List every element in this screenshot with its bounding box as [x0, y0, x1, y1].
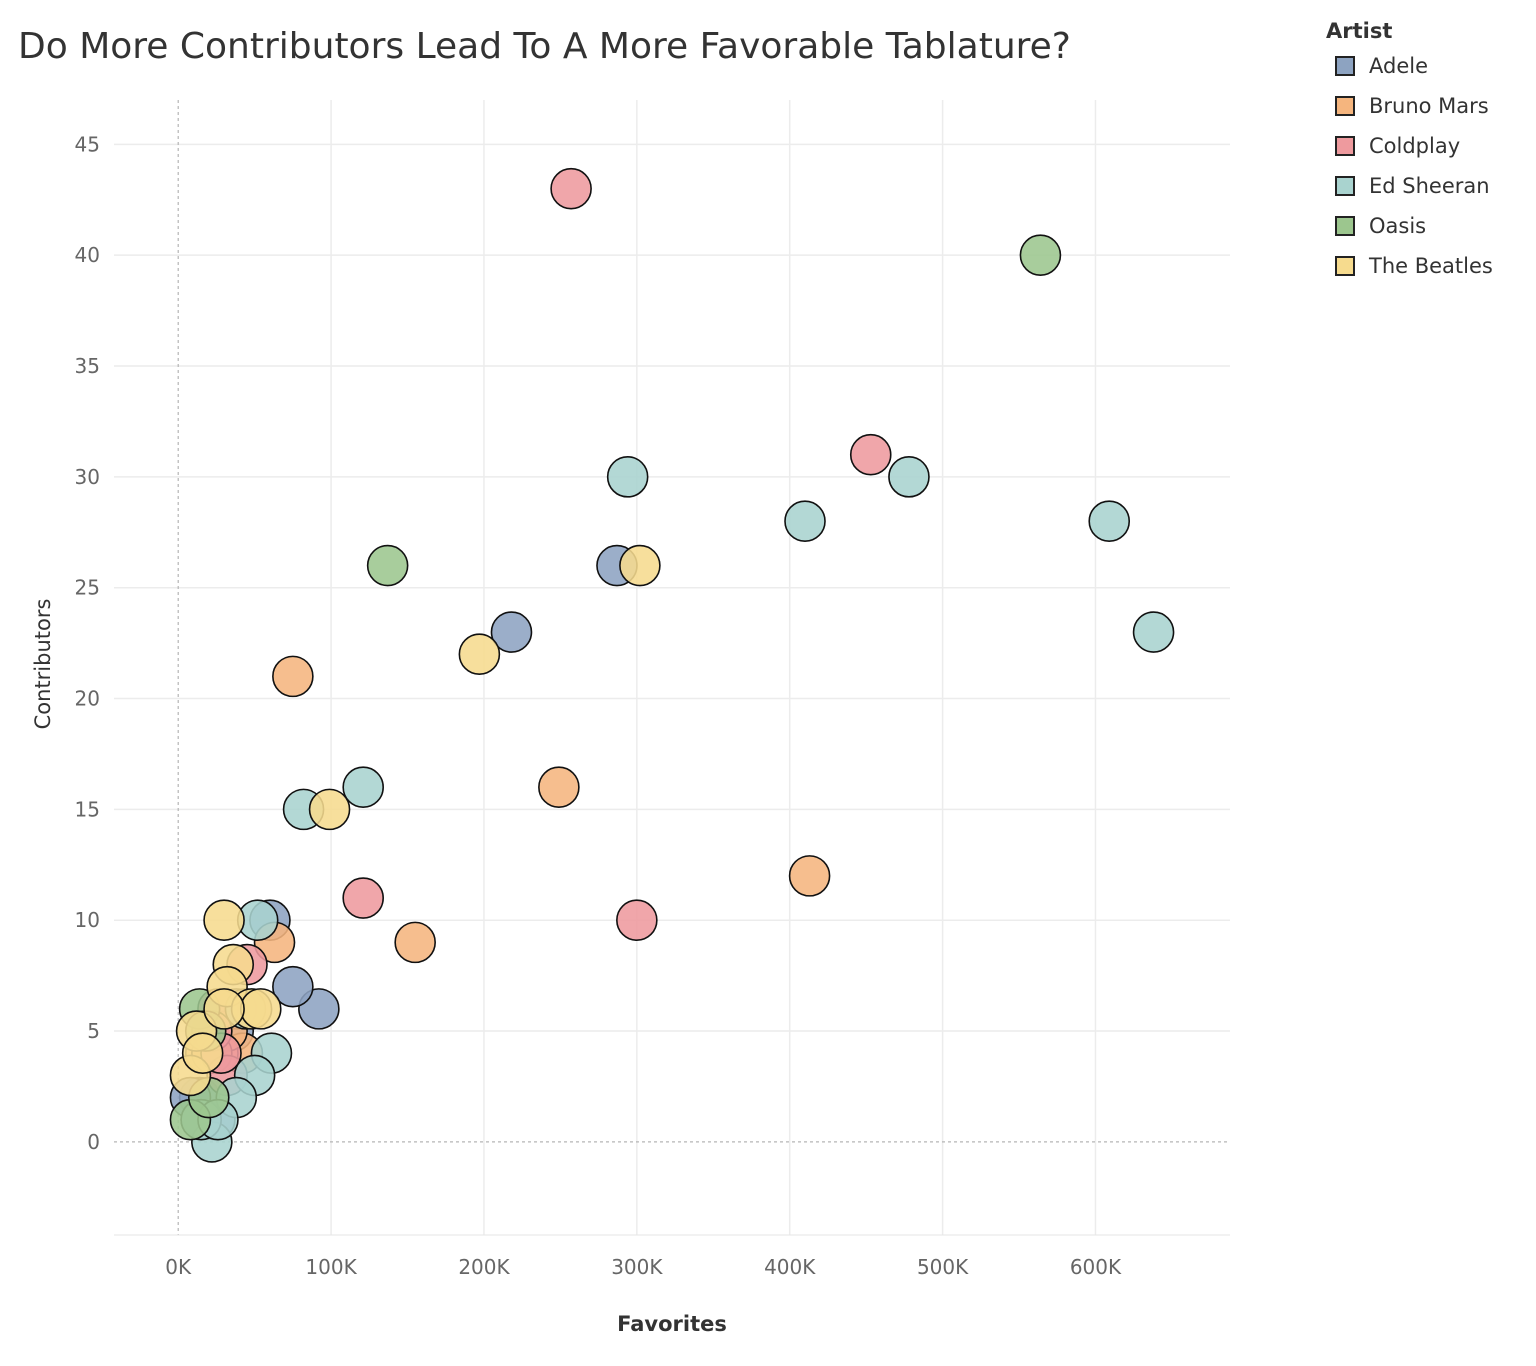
y-tick-label: 0 — [87, 1130, 100, 1154]
x-axis-title: Favorites — [617, 1312, 727, 1336]
data-point[interactable] — [1132, 611, 1175, 653]
legend-swatch — [1335, 56, 1355, 76]
data-point[interactable] — [1019, 234, 1062, 276]
legend-swatch — [1335, 256, 1355, 276]
data-point[interactable] — [394, 921, 436, 964]
y-tick-label: 30 — [75, 465, 100, 489]
x-tick-label: 200K — [458, 1255, 510, 1279]
data-point[interactable] — [458, 633, 501, 675]
data-point[interactable] — [203, 899, 245, 942]
x-tick-label: 400K — [764, 1255, 816, 1279]
data-point[interactable] — [490, 611, 533, 653]
chart-title: Do More Contributors Lead To A More Favo… — [18, 26, 1071, 67]
data-point[interactable] — [181, 1032, 224, 1075]
x-tick-label: 0K — [165, 1255, 192, 1279]
y-tick-label: 15 — [75, 797, 100, 821]
data-point[interactable] — [1088, 500, 1131, 542]
y-tick-label: 25 — [75, 576, 100, 600]
y-tick-label: 5 — [87, 1019, 100, 1043]
legend-title: Artist — [1326, 19, 1393, 43]
y-tick-label: 20 — [75, 687, 100, 711]
legend-label: Coldplay — [1369, 134, 1461, 158]
legend-item[interactable]: Ed Sheeran — [1326, 166, 1526, 206]
legend-label: Bruno Mars — [1369, 94, 1489, 118]
y-tick-label: 10 — [75, 908, 100, 932]
data-point[interactable] — [342, 877, 384, 919]
data-point[interactable] — [203, 988, 245, 1030]
x-tick-label: 100K — [305, 1255, 357, 1279]
data-point[interactable] — [366, 544, 409, 587]
data-point[interactable] — [616, 899, 658, 942]
y-axis-title: Contributors — [31, 599, 55, 730]
legend: Artist Adele Bruno Mars Coldplay Ed Sheeran… — [1326, 16, 1526, 286]
data-point[interactable] — [784, 500, 826, 542]
x-tick-label: 600K — [1070, 1255, 1122, 1279]
data-point[interactable] — [550, 167, 592, 210]
x-tick-label: 300K — [611, 1255, 663, 1279]
legend-label: Oasis — [1369, 214, 1427, 238]
legend-label: The Beatles — [1369, 254, 1493, 278]
x-tick-label: 500K — [917, 1255, 969, 1279]
data-point[interactable] — [272, 965, 314, 1008]
data-point[interactable] — [308, 788, 351, 831]
legend-swatch — [1335, 96, 1355, 116]
y-tick-label: 35 — [75, 354, 100, 378]
data-point[interactable] — [239, 988, 282, 1030]
y-tick-label: 40 — [75, 243, 100, 267]
data-point[interactable] — [272, 655, 314, 698]
data-point[interactable] — [619, 544, 661, 587]
legend-items: Adele Bruno Mars Coldplay Ed Sheeran Oasis Th… — [1326, 46, 1526, 286]
y-tick-label: 45 — [75, 132, 100, 156]
data-point[interactable] — [849, 433, 892, 476]
legend-item[interactable]: Coldplay — [1326, 126, 1526, 166]
legend-item[interactable]: Bruno Mars — [1326, 86, 1526, 126]
legend-swatch — [1335, 176, 1355, 196]
data-point[interactable] — [888, 456, 930, 498]
data-point[interactable] — [538, 766, 580, 809]
data-point[interactable] — [788, 855, 831, 897]
legend-label: Ed Sheeran — [1369, 174, 1490, 198]
data-point[interactable] — [606, 456, 649, 498]
legend-item[interactable]: The Beatles — [1326, 246, 1526, 286]
legend-item[interactable]: Oasis — [1326, 206, 1526, 246]
legend-swatch — [1335, 216, 1355, 236]
legend-label: Adele — [1369, 54, 1429, 78]
data-point[interactable] — [342, 766, 384, 809]
legend-swatch — [1335, 136, 1355, 156]
legend-item[interactable]: Adele — [1326, 46, 1526, 86]
